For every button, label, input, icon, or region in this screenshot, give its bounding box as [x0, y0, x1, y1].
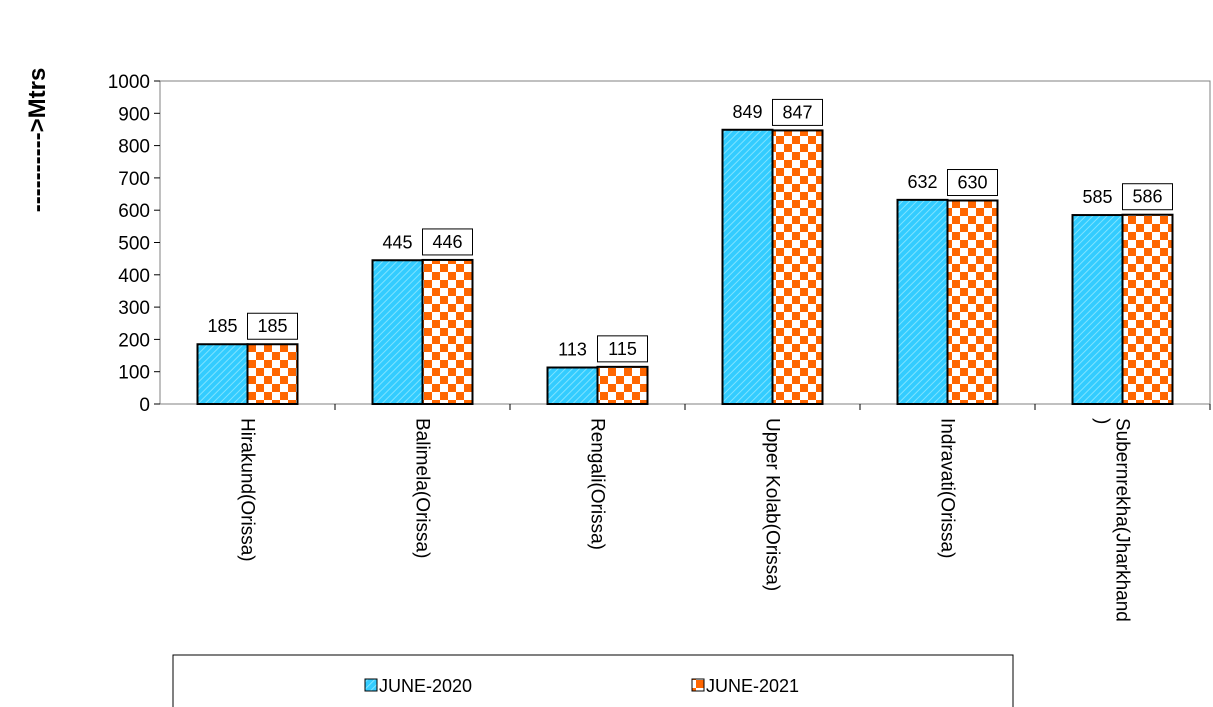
legend-swatch [691, 678, 705, 692]
x-category-label: Balimela(Orissa) [412, 418, 433, 558]
legend-swatch [364, 678, 378, 692]
bar-june-2020 [1071, 214, 1124, 405]
y-tick-label: 100 [118, 363, 150, 384]
legend-label: JUNE-2021 [706, 676, 799, 696]
bar-june-2021 [246, 343, 299, 405]
x-category-label: Upper Kolab(Orissa) [762, 418, 783, 591]
data-label-box [947, 169, 998, 197]
data-label: 446 [432, 232, 462, 252]
bar-june-2020 [371, 259, 424, 406]
bar-june-2021 [946, 199, 999, 405]
data-label: 586 [1132, 187, 1162, 207]
y-axis-label: ---------->Mtrs [24, 68, 51, 213]
data-label: 115 [608, 339, 637, 359]
data-label-box [772, 98, 823, 126]
x-category-label: Subernrekha(Jharkhand [1112, 418, 1133, 622]
y-tick-label: 500 [118, 234, 150, 255]
bar-june-2020 [196, 343, 249, 405]
x-category-label: Hirakund(Orissa) [237, 418, 258, 562]
y-tick-label: 800 [118, 137, 150, 158]
plot-area: 0 100 200 300 400 500 600 700 800 900 1000 185 185 Hi… [108, 72, 1211, 622]
legend-label: JUNE-2020 [379, 676, 472, 696]
data-label: 849 [732, 102, 762, 122]
data-label: 847 [782, 102, 812, 122]
data-label-box [247, 312, 298, 340]
data-label-box [597, 335, 648, 363]
y-tick-label: 600 [118, 201, 150, 222]
data-label: 185 [207, 316, 237, 336]
bar-june-2021 [421, 258, 474, 405]
y-tick-label: 200 [118, 330, 150, 351]
bar-june-2020 [721, 128, 774, 405]
y-tick-label: 300 [118, 298, 150, 319]
data-label-box [1122, 183, 1173, 211]
bar-june-2020 [546, 366, 599, 406]
data-label: 185 [257, 316, 287, 336]
y-tick-label: 900 [118, 104, 150, 125]
data-label: 630 [957, 173, 987, 193]
bar-june-2021 [771, 129, 824, 405]
x-category-label: Indravati(Orissa) [937, 418, 958, 558]
data-label: 445 [382, 232, 412, 252]
y-tick-label: 0 [139, 395, 150, 416]
y-tick-label: 400 [118, 266, 150, 287]
x-category-label: ) [1092, 418, 1113, 424]
y-tick-label: 700 [118, 169, 150, 190]
y-tick-label: 1000 [108, 72, 150, 93]
data-label: 585 [1082, 187, 1112, 207]
bar-june-2021 [596, 365, 649, 406]
legend: JUNE-2020 JUNE-2021 [172, 654, 1014, 707]
bar-june-2021 [1121, 213, 1174, 405]
legend-box [172, 654, 1014, 707]
data-label-box [422, 228, 473, 256]
x-category-label: Rengali(Orissa) [587, 418, 608, 550]
plot-frame [159, 80, 1211, 405]
data-label: 632 [907, 172, 937, 192]
bar-june-2020 [896, 198, 949, 405]
data-label: 113 [558, 340, 587, 360]
